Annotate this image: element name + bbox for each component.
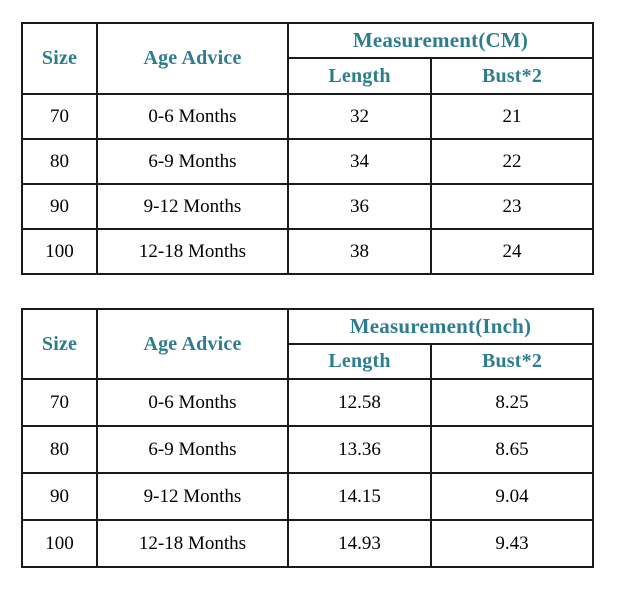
length-cell: 36 (287, 183, 432, 230)
length-cell: 32 (287, 93, 432, 140)
bust-cell: 9.43 (430, 519, 594, 568)
size-table-cm: Size Age Advice Measurement(CM) Length B… (21, 22, 594, 275)
inch-header-age-advice: Age Advice (96, 308, 289, 380)
size-cell: 90 (21, 472, 98, 521)
length-cell: 14.93 (287, 519, 432, 568)
cm-header-age-advice: Age Advice (96, 22, 289, 95)
cm-header-size: Size (21, 22, 98, 95)
length-cell: 14.15 (287, 472, 432, 521)
inch-measurement-title: Measurement(Inch) (287, 308, 594, 345)
size-cell: 100 (21, 228, 98, 275)
age-cell: 6-9 Months (96, 425, 289, 474)
bust-cell: 8.25 (430, 378, 594, 427)
age-cell: 12-18 Months (96, 228, 289, 275)
cm-header-length: Length (287, 57, 432, 95)
inch-header-size: Size (21, 308, 98, 380)
cm-measurement-title: Measurement(CM) (287, 22, 594, 59)
age-cell: 0-6 Months (96, 378, 289, 427)
inch-header-bust: Bust*2 (430, 343, 594, 380)
age-cell: 0-6 Months (96, 93, 289, 140)
age-cell: 9-12 Months (96, 183, 289, 230)
cm-row-90: 90 9-12 Months 36 23 (21, 183, 594, 230)
age-cell: 12-18 Months (96, 519, 289, 568)
age-cell: 9-12 Months (96, 472, 289, 521)
size-cell: 80 (21, 138, 98, 185)
length-cell: 34 (287, 138, 432, 185)
inch-row-70: 70 0-6 Months 12.58 8.25 (21, 378, 594, 427)
cm-row-100: 100 12-18 Months 38 24 (21, 228, 594, 275)
bust-cell: 24 (430, 228, 594, 275)
bust-cell: 21 (430, 93, 594, 140)
length-cell: 38 (287, 228, 432, 275)
inch-row-80: 80 6-9 Months 13.36 8.65 (21, 425, 594, 474)
size-table-inch: Size Age Advice Measurement(Inch) Length… (21, 308, 594, 568)
length-cell: 13.36 (287, 425, 432, 474)
bust-cell: 22 (430, 138, 594, 185)
size-cell: 70 (21, 378, 98, 427)
size-cell: 80 (21, 425, 98, 474)
bust-cell: 8.65 (430, 425, 594, 474)
cm-header-bust: Bust*2 (430, 57, 594, 95)
length-cell: 12.58 (287, 378, 432, 427)
size-cell: 90 (21, 183, 98, 230)
inch-row-100: 100 12-18 Months 14.93 9.43 (21, 519, 594, 568)
size-cell: 70 (21, 93, 98, 140)
bust-cell: 23 (430, 183, 594, 230)
size-cell: 100 (21, 519, 98, 568)
bust-cell: 9.04 (430, 472, 594, 521)
cm-row-80: 80 6-9 Months 34 22 (21, 138, 594, 185)
inch-row-90: 90 9-12 Months 14.15 9.04 (21, 472, 594, 521)
cm-row-70: 70 0-6 Months 32 21 (21, 93, 594, 140)
age-cell: 6-9 Months (96, 138, 289, 185)
inch-header-length: Length (287, 343, 432, 380)
